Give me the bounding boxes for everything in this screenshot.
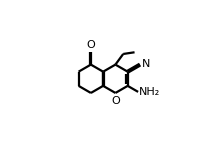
Text: O: O xyxy=(111,96,120,106)
Text: N: N xyxy=(141,59,150,69)
Text: NH₂: NH₂ xyxy=(139,87,161,97)
Text: O: O xyxy=(86,40,95,50)
